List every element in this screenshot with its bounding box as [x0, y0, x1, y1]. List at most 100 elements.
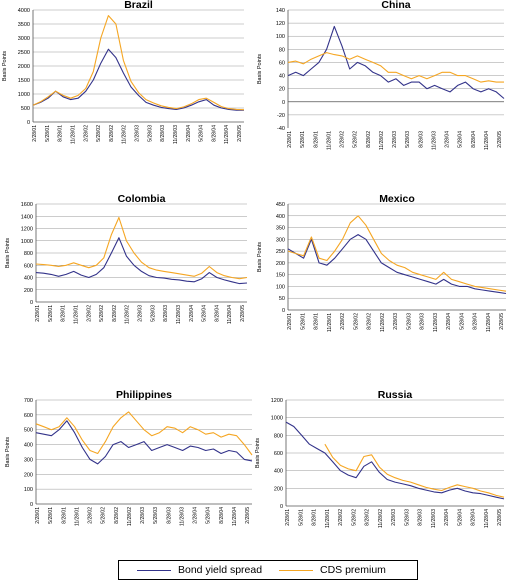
- china-ytick-label: 80: [279, 47, 285, 53]
- mexico-chart: Mexico Basis Points 0 50 100 150 200 250 300 350 4…: [257, 193, 507, 332]
- mexico-xtick-label: 8/28/03: [420, 313, 426, 330]
- brazil-xtick-label: 2/28/05: [237, 125, 243, 142]
- russia-xtick-label: 11/28/01: [325, 509, 331, 528]
- brazil-ytick-label: 2500: [18, 50, 30, 56]
- russia-xtick-label: 8/28/02: [365, 509, 371, 526]
- colombia-xtick-label: 5/28/02: [99, 305, 105, 322]
- china-ytick-label: 120: [276, 21, 285, 27]
- colombia-ytick-label: 600: [24, 263, 33, 269]
- legend-label-bond: Bond yield spread: [178, 564, 263, 576]
- colombia-ytick-label: 1600: [21, 202, 33, 208]
- russia-xtick-label: 8/28/04: [471, 509, 477, 526]
- brazil-xtick-label: 8/28/01: [58, 125, 64, 142]
- colombia-xtick-label: 11/28/01: [73, 305, 79, 324]
- brazil-ytick-label: 3500: [18, 22, 30, 28]
- colombia-xtick-label: 11/28/04: [227, 305, 233, 324]
- colombia-ytick-label: 200: [24, 288, 33, 294]
- brazil-xtick-label: 11/28/02: [122, 125, 128, 144]
- colombia-xtick-label: 11/28/02: [125, 305, 131, 324]
- philippines-xtick-label: 11/28/02: [127, 507, 133, 526]
- mexico-xtick-label: 8/28/01: [314, 313, 320, 330]
- china-xtick-label: 8/28/03: [418, 131, 424, 148]
- china-ytick-label: -40: [277, 126, 285, 132]
- philippines-xtick-label: 8/28/01: [61, 507, 67, 524]
- mexico-xtick-label: 2/28/02: [340, 313, 346, 330]
- brazil-ylabel: Basis Points: [2, 51, 8, 82]
- russia-xtick-label: 5/28/04: [457, 509, 463, 526]
- philippines-xtick-label: 8/28/02: [114, 507, 120, 524]
- brazil-xtick-label: 2/28/04: [186, 125, 192, 142]
- russia-ytick-label: 1000: [271, 416, 283, 422]
- philippines-xtick-label: 5/28/01: [48, 507, 54, 524]
- russia-ytick-label: 1200: [271, 398, 283, 404]
- brazil-ytick-label: 1500: [18, 78, 30, 84]
- russia-xtick-label: 5/28/01: [298, 509, 304, 526]
- mexico-series-cds-premium: [287, 215, 507, 292]
- philippines-xtick-label: 5/28/03: [153, 507, 159, 524]
- philippines-xtick-label: 2/28/03: [140, 507, 146, 524]
- china-series-cds-premium: [287, 52, 504, 83]
- philippines-ytick-label: 400: [24, 443, 33, 449]
- colombia-xtick-label: 8/28/01: [61, 305, 67, 322]
- mexico-xtick-label: 2/28/01: [287, 313, 293, 330]
- russia-xtick-label: 11/28/03: [431, 509, 437, 528]
- mexico-ytick-label: 100: [276, 284, 285, 290]
- china-ytick-label: 20: [279, 87, 285, 93]
- brazil-xtick-label: 5/28/01: [45, 125, 51, 142]
- legend-item-cds: CDS premium: [279, 561, 386, 579]
- mexico-ytick-label: 350: [276, 226, 285, 232]
- philippines-chart: Philippines Basis Points 0 100 200 300 400 500 6…: [5, 389, 253, 526]
- philippines-xtick-label: 2/28/01: [35, 507, 41, 524]
- colombia-ytick-label: 1400: [21, 214, 33, 220]
- philippines-title: Philippines: [116, 389, 172, 401]
- china-chart: China Basis Points -40 -20 0 20 40 60 80 100 120 14…: [257, 0, 505, 150]
- philippines-ytick-label: 700: [24, 398, 33, 404]
- china-xtick-label: 11/28/04: [484, 131, 490, 150]
- brazil-xtick-label: 11/28/01: [70, 125, 76, 144]
- russia-ytick-label: 0: [280, 504, 283, 510]
- brazil-series-cds-premium: [32, 15, 245, 111]
- philippines-xtick-label: 2/28/05: [245, 507, 251, 524]
- mexico-xtick-label: 5/28/03: [406, 313, 412, 330]
- mexico-xtick-label: 11/28/04: [486, 313, 492, 332]
- russia-xtick-label: 2/28/05: [497, 509, 503, 526]
- colombia-title: Colombia: [118, 193, 166, 205]
- russia-ylabel: Basis Points: [255, 438, 261, 469]
- colombia-xtick-label: 2/28/03: [138, 305, 144, 322]
- colombia-xtick-label: 2/28/05: [240, 305, 246, 322]
- mexico-ytick-label: 300: [276, 237, 285, 243]
- philippines-xtick-label: 2/28/04: [193, 507, 199, 524]
- brazil-ytick-label: 0: [27, 120, 30, 126]
- mexico-ytick-label: 0: [282, 308, 285, 314]
- colombia-ytick-label: 800: [24, 251, 33, 257]
- russia-xtick-label: 5/28/02: [351, 509, 357, 526]
- colombia-xtick-label: 8/28/04: [214, 305, 220, 322]
- russia-xtick-label: 2/28/02: [338, 509, 344, 526]
- philippines-xtick-label: 5/28/02: [101, 507, 107, 524]
- china-ytick-label: 40: [279, 74, 285, 80]
- colombia-ytick-label: 1200: [21, 227, 33, 233]
- colombia-ytick-label: 0: [30, 300, 33, 306]
- russia-ytick-label: 800: [274, 433, 283, 439]
- philippines-xtick-label: 5/28/04: [206, 507, 212, 524]
- russia-xtick-label: 8/28/01: [312, 509, 318, 526]
- philippines-xtick-label: 11/28/04: [232, 507, 238, 526]
- brazil-xtick-label: 11/28/04: [224, 125, 230, 144]
- philippines-ytick-label: 0: [30, 502, 33, 508]
- brazil-xtick-label: 5/28/04: [199, 125, 205, 142]
- legend-swatch-cds: [279, 569, 313, 571]
- russia-xtick-label: 11/28/04: [484, 509, 490, 528]
- brazil-xtick-label: 8/28/04: [211, 125, 217, 142]
- brazil-xtick-label: 5/28/02: [96, 125, 102, 142]
- colombia-chart: Colombia Basis Points 0 200 400 600 800 1000 120…: [5, 193, 248, 324]
- china-xtick-label: 5/28/02: [353, 131, 359, 148]
- philippines-series-bond-yield-spread: [35, 420, 253, 465]
- china-xtick-label: 11/28/03: [431, 131, 437, 150]
- philippines-xtick-label: 11/28/01: [74, 507, 80, 526]
- china-ytick-label: 60: [279, 60, 285, 66]
- china-xtick-label: 8/28/01: [313, 131, 319, 148]
- russia-ytick-label: 600: [274, 451, 283, 457]
- colombia-xtick-label: 11/28/03: [176, 305, 182, 324]
- china-xtick-label: 2/28/01: [287, 131, 293, 148]
- china-ytick-label: -20: [277, 113, 285, 119]
